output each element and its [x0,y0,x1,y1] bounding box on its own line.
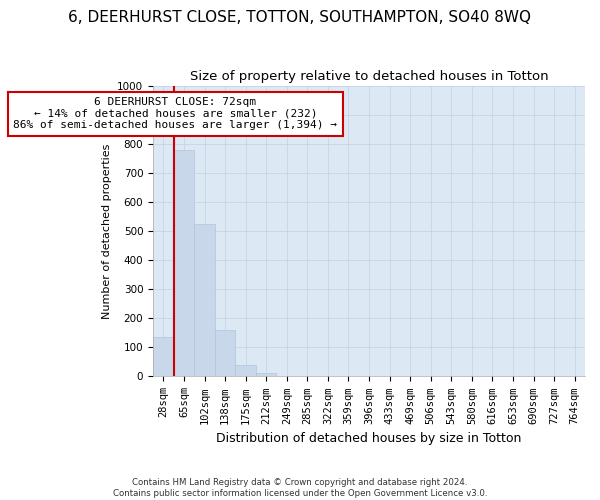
Text: Contains HM Land Registry data © Crown copyright and database right 2024.
Contai: Contains HM Land Registry data © Crown c… [113,478,487,498]
Title: Size of property relative to detached houses in Totton: Size of property relative to detached ho… [190,70,548,83]
Bar [215,330,235,376]
X-axis label: Distribution of detached houses by size in Totton: Distribution of detached houses by size … [217,432,522,445]
Bar [235,365,256,376]
Bar [153,337,173,376]
Y-axis label: Number of detached properties: Number of detached properties [101,144,112,318]
Bar [194,224,215,376]
Text: 6, DEERHURST CLOSE, TOTTON, SOUTHAMPTON, SO40 8WQ: 6, DEERHURST CLOSE, TOTTON, SOUTHAMPTON,… [68,10,532,25]
Bar [173,150,194,376]
Bar [256,373,277,376]
Text: 6 DEERHURST CLOSE: 72sqm
← 14% of detached houses are smaller (232)
86% of semi-: 6 DEERHURST CLOSE: 72sqm ← 14% of detach… [13,97,337,130]
